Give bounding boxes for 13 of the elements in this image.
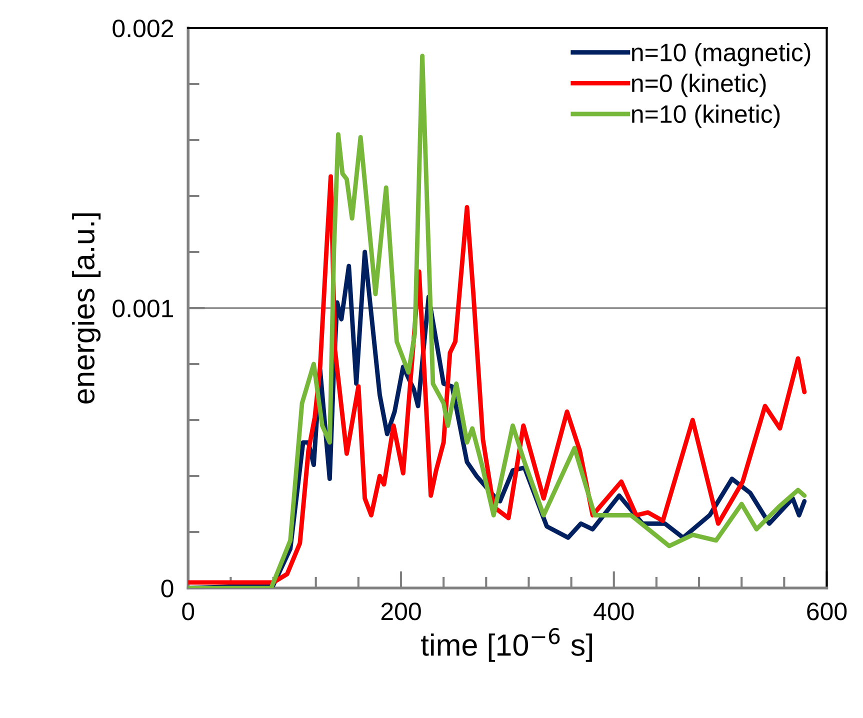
y-tick-label: 0 [161, 580, 174, 598]
y-tick-label: 0.001 [112, 300, 174, 318]
x-axis-title: time [10$^{−6}$ s] [420, 628, 592, 662]
x-tick-label: 0 [182, 602, 194, 620]
x-tick-label: 400 [594, 602, 634, 620]
legend-label: n=0 (kinetic) [632, 74, 766, 98]
y-axis-title: energies [a.u.] [72, 213, 101, 404]
legend-label: n=10 (kinetic) [632, 104, 780, 128]
legend-label: n=10 (magnetic) [632, 43, 810, 66]
x-tick-label: 600 [807, 602, 847, 620]
line-series [188, 174, 807, 585]
y-tick-label: 0.002 [112, 20, 173, 38]
x-tick-label: 200 [381, 602, 421, 620]
